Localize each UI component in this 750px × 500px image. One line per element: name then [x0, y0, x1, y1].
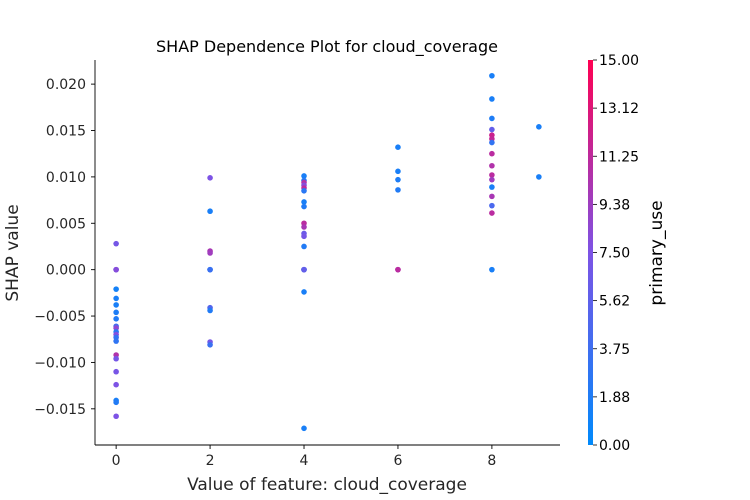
- scatter-point: [301, 266, 307, 273]
- scatter-point: [113, 302, 119, 308]
- x-tick-label: 6: [393, 453, 402, 469]
- x-axis-title: Value of feature: cloud_coverage: [187, 475, 467, 495]
- scatter-point: [301, 233, 307, 240]
- scatter-point: [301, 289, 307, 295]
- scatter-point: [489, 162, 495, 169]
- scatter-point: [395, 144, 401, 151]
- x-ticks: 0 2 4 6 8: [112, 445, 496, 469]
- scatter-point: [489, 115, 495, 122]
- scatter-point: [301, 173, 307, 179]
- y-tick-label: 0.000: [46, 263, 86, 279]
- scatter-point: [489, 266, 495, 273]
- scatter-point: [207, 342, 213, 348]
- x-tick-label: 4: [300, 453, 309, 469]
- y-tick-label: 0.020: [46, 77, 86, 93]
- scatter-point: [489, 72, 495, 79]
- chart-title: SHAP Dependence Plot for cloud_coverage: [156, 37, 498, 57]
- colorbar-ticks: 0.00 1.88 3.75 5.62 7.50 9.38 11.25 13.12 15.00: [593, 53, 639, 454]
- scatter-point: [489, 139, 495, 146]
- scatter-point: [395, 176, 401, 183]
- colorbar-tick-label: 1.88: [599, 390, 630, 406]
- plot-area: 0 2 4 6 8 −0.015 −0.010 −0.005 0.000 0.005 0.010 0…: [34, 60, 560, 469]
- colorbar: 0.001.883.755.627.509.3811.2513.1215.00 …: [588, 53, 667, 454]
- scatter-point: [301, 203, 307, 210]
- x-tick-label: 2: [206, 453, 215, 469]
- y-ticks: −0.015 −0.010 −0.005 0.000 0.005 0.010 0.015 0.…: [34, 77, 95, 418]
- scatter-point: [489, 150, 495, 157]
- scatter-point: [489, 193, 495, 200]
- scatter-points: [113, 72, 542, 432]
- scatter-point: [301, 188, 307, 194]
- y-tick-label: −0.015: [34, 402, 86, 418]
- scatter-point: [113, 295, 119, 302]
- scatter-point: [113, 316, 119, 322]
- colorbar-gradient: [588, 60, 593, 445]
- scatter-point: [113, 399, 119, 406]
- scatter-point: [489, 126, 495, 133]
- scatter-point: [207, 175, 213, 181]
- colorbar-tick-label: 13.12: [599, 101, 639, 117]
- scatter-point: [395, 168, 401, 175]
- scatter-point: [489, 176, 495, 183]
- colorbar-tick-label: 15.00: [599, 53, 639, 69]
- colorbar-tick-label: 0.00: [599, 438, 630, 454]
- colorbar-tick-label: 5.62: [599, 294, 630, 310]
- scatter-point: [207, 266, 213, 273]
- scatter-point: [207, 307, 213, 314]
- y-tick-label: 0.010: [46, 170, 86, 186]
- scatter-point: [489, 202, 495, 209]
- colorbar-tick-label: 9.38: [599, 197, 630, 213]
- scatter-point: [207, 250, 213, 256]
- colorbar-tick-label: 11.25: [599, 149, 639, 165]
- scatter-point: [113, 309, 119, 316]
- scatter-point: [113, 413, 119, 420]
- colorbar-tick-label: 7.50: [599, 246, 630, 262]
- y-tick-label: 0.005: [46, 216, 86, 232]
- scatter-point: [301, 224, 307, 230]
- y-axis-title: SHAP value: [3, 204, 23, 301]
- scatter-point: [536, 174, 542, 180]
- scatter-point: [113, 368, 119, 375]
- scatter-point: [301, 243, 307, 250]
- scatter-point: [113, 266, 119, 273]
- scatter-point: [536, 123, 542, 130]
- scatter-point: [207, 208, 213, 215]
- scatter-point: [301, 425, 307, 432]
- scatter-point: [301, 199, 307, 205]
- scatter-point: [489, 172, 495, 178]
- y-tick-label: 0.015: [46, 124, 86, 140]
- scatter-point: [489, 184, 495, 190]
- scatter-point: [113, 338, 119, 344]
- scatter-point: [113, 240, 119, 247]
- x-tick-label: 8: [487, 453, 496, 469]
- y-tick-label: −0.005: [34, 309, 86, 325]
- x-tick-label: 0: [112, 453, 121, 469]
- scatter-point: [113, 286, 119, 292]
- scatter-point: [113, 355, 119, 362]
- colorbar-tick-label: 3.75: [599, 342, 630, 358]
- colorbar-title: primary_use: [647, 200, 667, 305]
- y-tick-label: −0.010: [34, 355, 86, 371]
- scatter-point: [395, 266, 401, 273]
- scatter-point: [113, 381, 119, 388]
- scatter-point: [489, 210, 495, 216]
- scatter-point: [395, 187, 401, 193]
- scatter-point: [489, 96, 495, 102]
